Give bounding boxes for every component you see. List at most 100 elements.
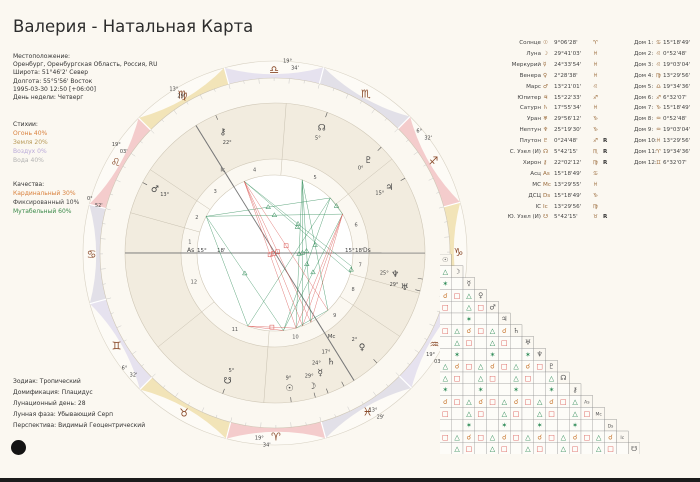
grid-cell: [521, 419, 534, 432]
planet-glyph-icon: ☿: [318, 369, 324, 379]
zodiac-sign-icon: ♐: [428, 154, 438, 167]
house-cusp-line: [263, 330, 270, 403]
planet-degree: 9°06'28': [554, 40, 578, 46]
aspect-marker-icon: [295, 220, 301, 226]
grid-cell: [557, 407, 570, 420]
grid-planet-icon: ☋: [631, 445, 637, 453]
weekday: День недели: Четверг: [13, 94, 84, 102]
grid-aspect-icon: ☌: [443, 292, 448, 300]
grid-cell: [545, 419, 558, 432]
grid-aspect-icon: △: [596, 445, 602, 453]
grid-cell: [451, 419, 464, 432]
planet-degree: 13°29'55': [554, 181, 582, 188]
grid-cell: [451, 407, 464, 420]
planet-degree-label: 24°: [312, 360, 321, 366]
grid-aspect-icon: □: [454, 374, 461, 382]
aspect-marker-icon: [304, 261, 310, 266]
degree-tick: [414, 349, 419, 353]
planet-degree: 29°56'12': [554, 116, 582, 123]
aspect-marker-icon: [267, 252, 273, 257]
grid-aspect-icon: △: [454, 339, 460, 347]
ascendant-minute: 18': [217, 248, 226, 254]
degree-tick: [140, 141, 143, 144]
planet-name: Луна: [526, 50, 541, 57]
grid-aspect-icon: △: [502, 410, 508, 418]
house-label: Дом 3:: [634, 61, 654, 68]
quality-item: Мутабельный 60%: [13, 208, 72, 215]
planet-row: Асц As 15°18'49' ♋: [498, 171, 633, 181]
cusp-degree-label: 19°: [112, 142, 121, 148]
descendant-minute: 18': [355, 248, 364, 254]
grid-aspect-icon: △: [537, 410, 543, 418]
house-degree: 13°29'56': [663, 138, 691, 145]
grid-cell: [545, 442, 558, 454]
planet-sign-icon: ♓: [593, 105, 599, 112]
planet-glyph-icon: As: [543, 170, 550, 177]
quality-item: Фиксированный 10%: [13, 199, 80, 206]
house-label: Дом 7:: [634, 105, 654, 112]
cusp-degree-label: 13°: [369, 408, 378, 414]
degree-tick: [214, 88, 216, 92]
grid-cell: [451, 277, 464, 290]
planet-row: Солнце ☉ 9°06'28' ♈: [498, 40, 633, 50]
house-sign-icon: ♋: [656, 40, 662, 46]
degree-tick: [123, 339, 127, 342]
planet-glyph-icon: ♀: [543, 72, 548, 79]
cusp-minute-label: 52': [95, 203, 103, 209]
planet-tick: [313, 392, 316, 398]
degree-tick: [413, 151, 418, 155]
house-row: Дом 11: ♈ 19°34'36': [634, 149, 694, 159]
house-cusp-line: [150, 169, 211, 210]
grid-cell: [580, 419, 593, 432]
planet-name: Нептун: [519, 127, 541, 134]
grid-planet-icon: As: [584, 400, 590, 406]
grid-cell: [451, 383, 464, 396]
house-row: Дом 7: ♑ 15°18'49': [634, 105, 694, 115]
grid-aspect-icon: ☌: [443, 398, 448, 406]
degree-tick: [141, 364, 144, 367]
grid-aspect-icon: ☌: [502, 433, 507, 441]
planet-row: С. Узел (И) ☊ 5°42'15' ♏ R: [498, 149, 633, 159]
aspect-marker-icon: [265, 204, 271, 209]
zodiac-sign-icon: ♎: [269, 64, 279, 77]
grid-aspect-icon: □: [442, 410, 449, 418]
degree-tick: [395, 372, 400, 377]
aspect-marker-icon: [283, 243, 289, 249]
degree-tick: [150, 129, 155, 134]
cusp-minute-label: 29': [377, 415, 385, 421]
aspect-marker-icon: [312, 242, 318, 247]
house-degree: 19°03'04': [663, 127, 691, 134]
grid-aspect-icon: △: [572, 398, 578, 406]
planet-name: Уран: [526, 116, 541, 123]
planet-degree-label: 5°: [315, 136, 321, 142]
house-label: Дом 12:: [634, 159, 657, 166]
grid-cell: [510, 442, 523, 454]
planet-degree: 24°33'54': [554, 61, 582, 68]
house-row: Дом 9: ♒ 19°03'04': [634, 127, 694, 137]
aspect-line: [244, 181, 351, 273]
grid-cell: [510, 348, 523, 361]
degree-tick: [186, 101, 189, 105]
lunar-day: Лунационный день: 28: [13, 400, 86, 407]
grid-cell: [486, 419, 499, 432]
planet-degree: 15°18'49': [554, 192, 582, 199]
degree-tick: [201, 407, 205, 413]
degree-tick: [360, 100, 362, 104]
house-row: Дом 5: ♎ 19°34'36': [634, 84, 694, 94]
lunar-phase: Лунная фаза: Убывающий Серп: [13, 411, 114, 418]
planet-degree-label: 22°: [223, 140, 232, 146]
planet-sign-icon: ♑: [593, 116, 599, 123]
planet-row: Сатурн ♄ 17°55'34' ♓: [498, 105, 633, 115]
degree-tick: [407, 362, 410, 365]
house-label: Дом 9:: [634, 127, 654, 134]
degree-tick: [394, 128, 399, 133]
degree-tick: [243, 80, 245, 84]
theme-toggle-button[interactable]: [11, 440, 26, 455]
grid-aspect-icon: △: [454, 327, 460, 335]
grid-aspect-icon: ✶: [442, 386, 448, 394]
grid-aspect-icon: △: [490, 433, 496, 441]
house-system: Домификация: Плацидус: [13, 389, 93, 396]
degree-tick: [105, 208, 111, 211]
planet-sign-icon: ♍: [593, 159, 599, 166]
aspect-line: [310, 214, 343, 323]
